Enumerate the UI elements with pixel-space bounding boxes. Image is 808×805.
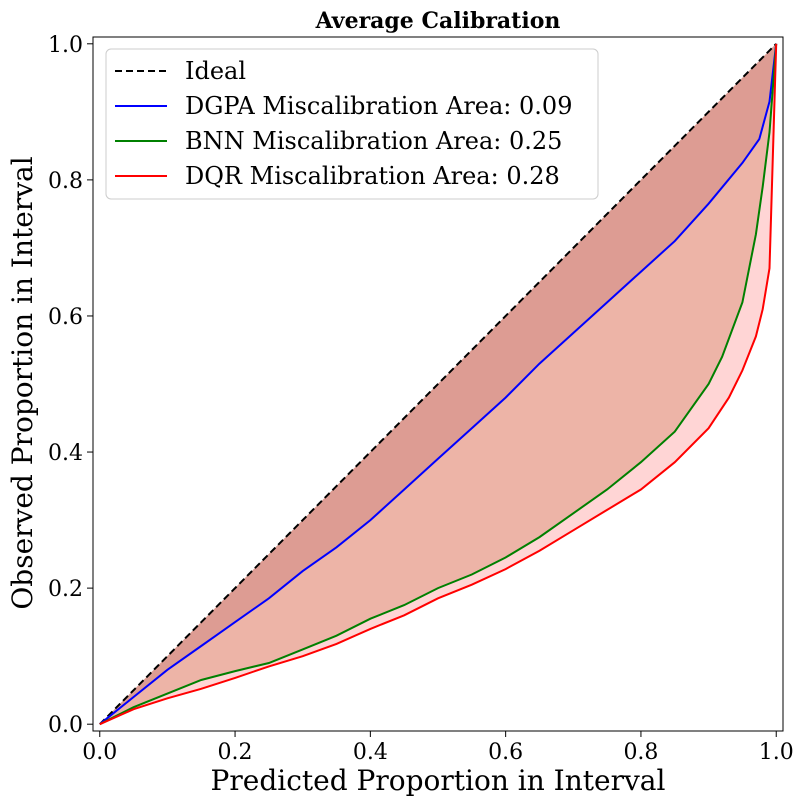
y-tick-label: 0.0 [48, 713, 83, 738]
bnn-legend-label: BNN Miscalibration Area: 0.25 [185, 127, 562, 155]
legend: Ideal DGPA Miscalibration Area: 0.09 BNN M… [105, 48, 599, 200]
y-tick-label: 1.0 [48, 33, 83, 58]
dgpa-legend-label: DGPA Miscalibration Area: 0.09 [185, 92, 572, 120]
chart-title: Average Calibration [315, 8, 561, 34]
y-tick-label: 0.8 [48, 169, 83, 194]
x-tick-label: 0.2 [218, 740, 253, 765]
legend-box [105, 48, 599, 200]
y-axis-ticks: 0.0 0.2 0.4 0.6 0.8 1.0 [48, 33, 93, 738]
dqr-line [99, 43, 778, 726]
bnn-line [99, 43, 778, 726]
y-tick-label: 0.6 [48, 305, 83, 330]
ideal-legend-label: Ideal [185, 57, 246, 85]
x-tick-label: 1.0 [759, 740, 794, 765]
ideal-line [99, 43, 777, 725]
y-tick-label: 0.2 [48, 577, 83, 602]
y-tick-label: 0.4 [48, 441, 83, 466]
x-axis-label: Predicted Proportion in Interval [211, 764, 666, 797]
x-tick-label: 0.6 [488, 740, 523, 765]
dqr-legend-label: DQR Miscalibration Area: 0.28 [185, 162, 560, 190]
dgpa-line [99, 43, 778, 725]
plot-frame [92, 36, 784, 732]
x-tick-label: 0.8 [623, 740, 658, 765]
x-axis-ticks: 0.0 0.2 0.4 0.6 0.8 1.0 [82, 731, 794, 765]
calibration-lines [99, 43, 778, 726]
x-tick-label: 0.0 [82, 740, 117, 765]
y-axis-label: Observed Proportion in Interval [6, 156, 39, 609]
x-tick-label: 0.4 [353, 740, 388, 765]
